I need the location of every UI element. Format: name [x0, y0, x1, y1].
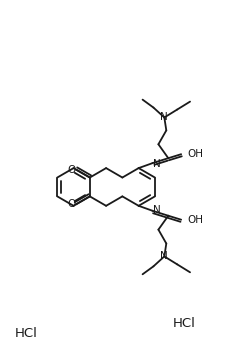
Text: HCl: HCl [15, 327, 37, 340]
Text: N: N [160, 252, 168, 261]
Text: OH: OH [187, 149, 203, 159]
Text: O: O [67, 165, 75, 174]
Text: OH: OH [187, 215, 203, 225]
Text: N: N [153, 205, 161, 215]
Text: O: O [67, 199, 75, 209]
Text: N: N [160, 113, 168, 122]
Text: HCl: HCl [173, 317, 196, 331]
Text: N: N [153, 159, 161, 169]
